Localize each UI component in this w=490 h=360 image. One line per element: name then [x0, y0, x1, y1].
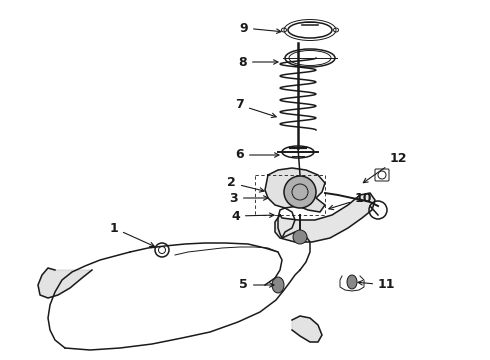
Circle shape — [284, 176, 316, 208]
Ellipse shape — [272, 277, 284, 293]
Text: 11: 11 — [358, 279, 395, 292]
Text: 2: 2 — [227, 176, 264, 192]
Polygon shape — [275, 193, 375, 242]
Text: 8: 8 — [238, 55, 278, 68]
Text: 10: 10 — [329, 192, 372, 210]
Text: 1: 1 — [109, 221, 154, 247]
Polygon shape — [265, 168, 325, 212]
Text: 3: 3 — [229, 192, 268, 204]
Text: 6: 6 — [235, 148, 279, 162]
Text: 7: 7 — [235, 99, 276, 117]
Text: 5: 5 — [239, 279, 274, 292]
Text: 12: 12 — [363, 152, 408, 183]
Circle shape — [293, 230, 307, 244]
Text: 4: 4 — [231, 210, 274, 222]
Bar — [255, 175, 325, 215]
Polygon shape — [38, 268, 92, 298]
Text: 9: 9 — [240, 22, 281, 35]
Ellipse shape — [347, 275, 357, 289]
Polygon shape — [292, 316, 322, 342]
